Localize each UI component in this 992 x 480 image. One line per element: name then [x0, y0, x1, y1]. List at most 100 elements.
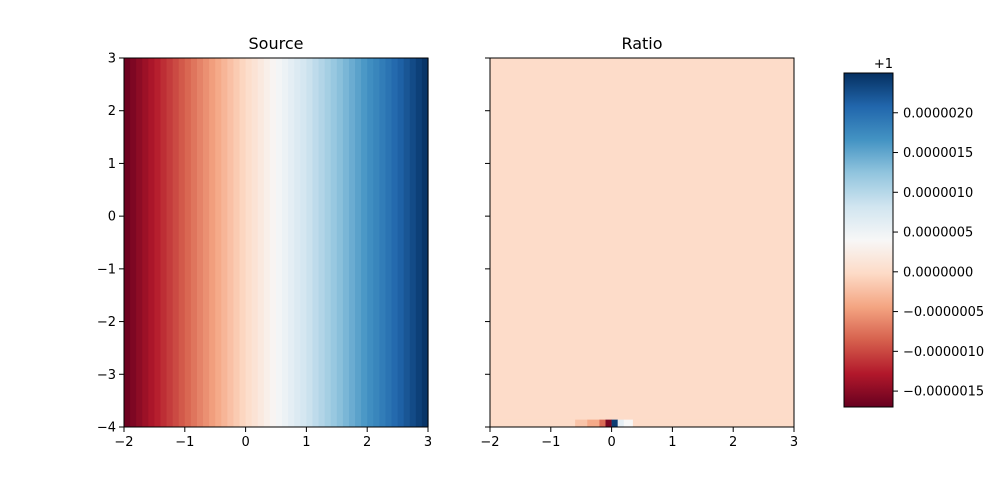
source-heatmap-column [397, 58, 405, 427]
source-heatmap-column [269, 58, 277, 427]
source-heatmap-column [245, 58, 253, 427]
source-heatmap-column [288, 58, 295, 427]
ratio-bottom-cell [587, 419, 600, 427]
colorbar-tick-label: 0.0000015 [903, 146, 973, 161]
source-heatmap-column [154, 58, 162, 427]
source-heatmap-column [361, 58, 368, 427]
ratio-bottom-cell [623, 419, 634, 427]
source-heatmap-column [233, 58, 241, 427]
ratio-x-tick-label: 1 [668, 435, 676, 450]
source-heatmap-column [209, 58, 216, 427]
ratio-axes-frame [489, 57, 795, 428]
ratio-background [490, 58, 794, 427]
source-heatmap-column [330, 58, 338, 427]
source-x-tick-label: −1 [175, 435, 194, 450]
source-heatmap-column [348, 58, 356, 427]
source-heatmap-column [172, 58, 180, 427]
ratio-x-axis: −2 −1 0 1 2 3 [480, 427, 798, 450]
source-heatmap-column [300, 58, 307, 427]
source-x-tick-label: 0 [241, 435, 249, 450]
ratio-y-axis [485, 57, 490, 428]
source-x-tick-label: −2 [114, 435, 133, 450]
source-heatmap [124, 58, 429, 427]
source-heatmap-column [336, 58, 344, 427]
colorbar-tick-label: −0.0000015 [903, 385, 984, 400]
colorbar-tick-label: −0.0000010 [903, 345, 984, 360]
source-heatmap-column [312, 58, 320, 427]
source-y-axis: 3 2 1 0 −1 −2 −3 −4 [97, 52, 124, 436]
source-x-tick-label: 1 [302, 435, 310, 450]
ratio-x-tick-label: 2 [729, 435, 737, 450]
source-y-tick-label: 2 [108, 104, 116, 119]
source-heatmap-column [166, 58, 174, 427]
source-y-tick-label: −2 [97, 315, 116, 330]
source-y-tick-label: −3 [97, 368, 116, 383]
source-heatmap-column [136, 58, 143, 427]
ratio-bottom-cell [490, 419, 576, 427]
colorbar-tick-label: −0.0000005 [903, 305, 984, 320]
source-heatmap-column [294, 58, 301, 427]
source-heatmap-column [130, 58, 137, 427]
source-heatmap-column [221, 58, 228, 427]
source-heatmap-column [282, 58, 289, 427]
source-heatmap-column [178, 58, 186, 427]
source-heatmap-column [215, 58, 222, 427]
source-y-tick-label: −1 [97, 262, 116, 277]
source-x-tick-label: 2 [363, 435, 371, 450]
source-heatmap-column [276, 58, 283, 427]
source-heatmap-column [385, 58, 393, 427]
colorbar-tick-label: 0.0000010 [903, 186, 973, 201]
source-heatmap-column [373, 58, 380, 427]
source-heatmap-column [415, 58, 423, 427]
source-heatmap-column [184, 58, 192, 427]
source-y-tick-label: 1 [108, 157, 116, 172]
source-heatmap-column [379, 58, 387, 427]
source-heatmap-column [239, 58, 247, 427]
source-heatmap-column [148, 58, 155, 427]
source-heatmap-column [160, 58, 168, 427]
source-heatmap-column [251, 58, 259, 427]
ratio-x-tick-label: 3 [790, 435, 798, 450]
source-heatmap-column [227, 58, 235, 427]
ratio-bottom-cell [605, 419, 612, 427]
source-y-tick-label: 3 [108, 52, 116, 67]
source-heatmap-column [257, 58, 265, 427]
ratio-bottom-cell [599, 419, 606, 427]
colorbar-tick-label: 0.0000005 [903, 226, 973, 241]
source-heatmap-column [263, 58, 271, 427]
ratio-panel: Ratio −2 −1 0 1 2 3 [480, 34, 798, 450]
colorbar-frame [843, 72, 894, 408]
source-y-tick-label: −4 [97, 421, 116, 436]
ratio-x-tick-label: −2 [480, 435, 499, 450]
source-heatmap-column [403, 58, 411, 427]
source-panel: Source −2 −1 0 1 2 3 3 2 1 0 −1 −2 −3 −4 [97, 34, 432, 450]
colorbar-ticks: −0.0000015 −0.0000010 −0.0000005 0.0000000 0… [893, 106, 984, 400]
ratio-heatmap [490, 58, 795, 427]
ratio-bottom-cell [575, 419, 588, 427]
source-heatmap-column [421, 58, 429, 427]
source-x-tick-label: 3 [424, 435, 432, 450]
source-heatmap-column [391, 58, 399, 427]
source-heatmap-column [190, 58, 198, 427]
ratio-bottom-cell [617, 419, 625, 427]
ratio-x-tick-label: 0 [607, 435, 615, 450]
colorbar-offset-label: +1 [874, 57, 893, 72]
source-heatmap-column [367, 58, 374, 427]
source-heatmap-column [324, 58, 332, 427]
colorbar: +1 −0.0000015 −0.0000010 −0.0000005 0.00000… [843, 57, 984, 408]
colorbar-tick-label: 0.0000020 [903, 106, 973, 121]
source-heatmap-column [142, 58, 149, 427]
source-y-tick-label: 0 [108, 210, 116, 225]
source-heatmap-column [306, 58, 314, 427]
colorbar-tick-label: 0.0000000 [903, 265, 973, 280]
source-axes-frame [123, 57, 429, 428]
source-heatmap-column [196, 58, 204, 427]
source-heatmap-column [318, 58, 326, 427]
ratio-x-tick-label: −1 [541, 435, 560, 450]
colorbar-gradient [844, 73, 893, 407]
source-title: Source [249, 34, 304, 53]
ratio-bottom-cell [632, 419, 795, 427]
source-heatmap-column [203, 58, 210, 427]
source-heatmap-column [124, 58, 131, 427]
